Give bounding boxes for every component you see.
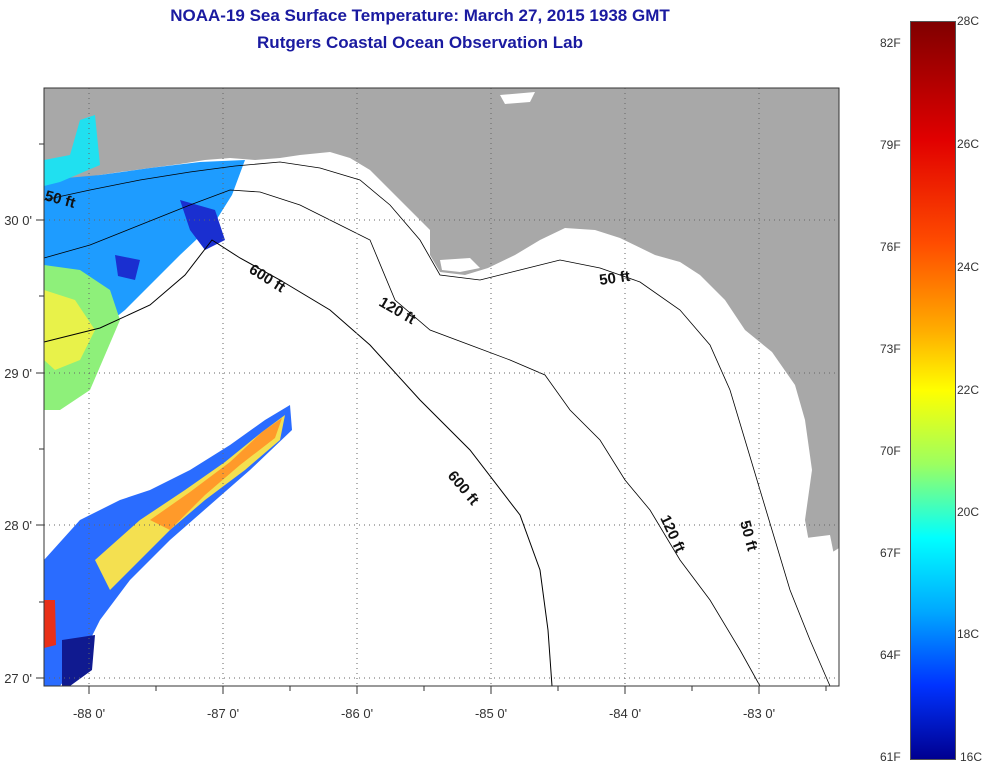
sst-patch-navy (62, 635, 95, 686)
sst-patch-cyan (44, 115, 100, 186)
colorbar-fahrenheit-label: 70F (880, 444, 901, 458)
colorbar-fahrenheit-label: 61F (880, 750, 901, 764)
contour-50ft (43, 161, 831, 687)
lat-label: 27 0' (4, 671, 32, 686)
contour-600ft (43, 239, 553, 687)
colorbar-celsius-label: 22C (957, 383, 980, 397)
sst-filament-orange (150, 418, 282, 530)
sst-patch-yellow (44, 290, 95, 370)
colorbar-celsius-label: 28C (957, 14, 980, 28)
colorbar-fahrenheit-label: 67F (880, 546, 901, 560)
lon-label: -85 0' (475, 706, 507, 721)
contour-label: 50 ft (598, 268, 631, 289)
map-title: NOAA-19 Sea Surface Temperature: March 2… (170, 6, 670, 25)
map-frame (43, 87, 840, 687)
sst-patch-red (44, 600, 56, 648)
colorbar-fahrenheit-label: 76F (880, 240, 901, 254)
colorbar-celsius-label: 16C (960, 750, 983, 764)
colorbar-celsius-label: 18C (957, 627, 980, 641)
lon-label: -87 0' (207, 706, 239, 721)
lon-label: -88 0' (73, 706, 105, 721)
bay (790, 535, 835, 570)
colorbar-fahrenheit-label: 82F (880, 36, 901, 50)
colorbar-celsius-label: 26C (957, 137, 980, 151)
lat-label: 29 0' (4, 366, 32, 381)
colorbar-fahrenheit-label: 64F (880, 648, 901, 662)
lon-label: -83 0' (743, 706, 775, 721)
land-mass (44, 88, 839, 560)
colorbar-fahrenheit-label: 73F (880, 342, 901, 356)
lat-label: 30 0' (4, 213, 32, 228)
colorbar-fahrenheit-label: 79F (880, 138, 901, 152)
temperature-colorbar (910, 21, 956, 760)
sst-patch-dark (115, 255, 140, 280)
lat-label: 28 0' (4, 518, 32, 533)
contour-120ft (43, 189, 761, 687)
bay (440, 258, 480, 272)
lake (500, 92, 535, 104)
map-subtitle: Rutgers Coastal Ocean Observation Lab (257, 33, 583, 52)
lon-label: -84 0' (609, 706, 641, 721)
colorbar-celsius-label: 24C (957, 260, 980, 274)
lon-label: -86 0' (341, 706, 373, 721)
colorbar-celsius-label: 20C (957, 505, 980, 519)
tick-marks (36, 143, 827, 694)
sst-patch-dark (180, 200, 225, 250)
